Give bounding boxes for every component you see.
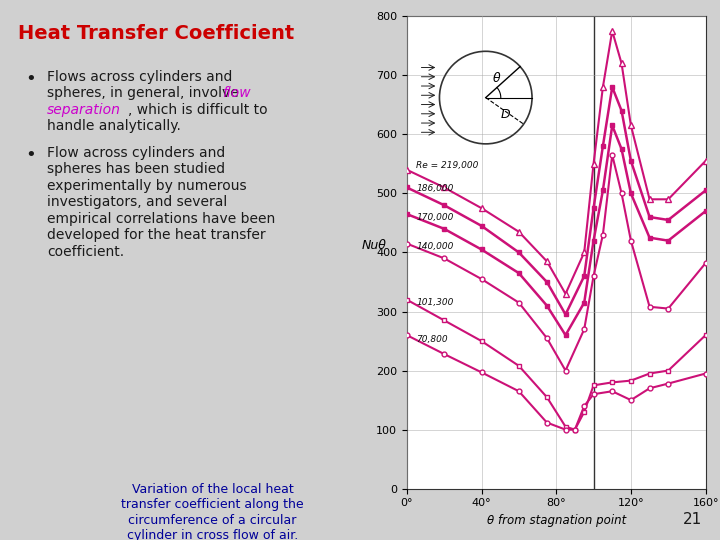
Text: 101,300: 101,300 [416,298,454,307]
Text: 21: 21 [683,511,702,526]
Text: •: • [25,70,36,88]
Text: 186,000: 186,000 [416,184,454,193]
Text: , which is difficult to: , which is difficult to [128,103,268,117]
Text: Re = 219,000: Re = 219,000 [416,160,479,170]
Text: circumference of a circular: circumference of a circular [128,514,297,526]
Text: empirical correlations have been: empirical correlations have been [47,212,275,226]
Text: spheres, in general, involve: spheres, in general, involve [47,86,243,100]
Text: 140,000: 140,000 [416,242,454,251]
Text: 170,000: 170,000 [416,213,454,221]
Text: handle analytically.: handle analytically. [47,119,181,133]
Text: $\theta$: $\theta$ [492,71,501,85]
Text: cylinder in cross flow of air.: cylinder in cross flow of air. [127,529,298,540]
Text: developed for the heat transfer: developed for the heat transfer [47,228,266,242]
Y-axis label: Nuθ: Nuθ [361,239,387,253]
Text: coefficient.: coefficient. [47,245,124,259]
Text: separation: separation [47,103,121,117]
Text: Heat Transfer Coefficient: Heat Transfer Coefficient [18,24,294,43]
Text: spheres has been studied: spheres has been studied [47,162,225,176]
Text: 70,800: 70,800 [416,335,448,344]
Text: transfer coefficient along the: transfer coefficient along the [121,498,304,511]
Text: D: D [500,109,510,122]
Text: Flows across cylinders and: Flows across cylinders and [47,70,232,84]
Text: •: • [25,146,36,164]
Text: investigators, and several: investigators, and several [47,195,227,209]
Text: flow: flow [222,86,251,100]
Text: experimentally by numerous: experimentally by numerous [47,179,246,193]
X-axis label: θ from stagnation point: θ from stagnation point [487,514,626,527]
Text: Variation of the local heat: Variation of the local heat [132,483,293,496]
Text: Flow across cylinders and: Flow across cylinders and [47,146,225,160]
